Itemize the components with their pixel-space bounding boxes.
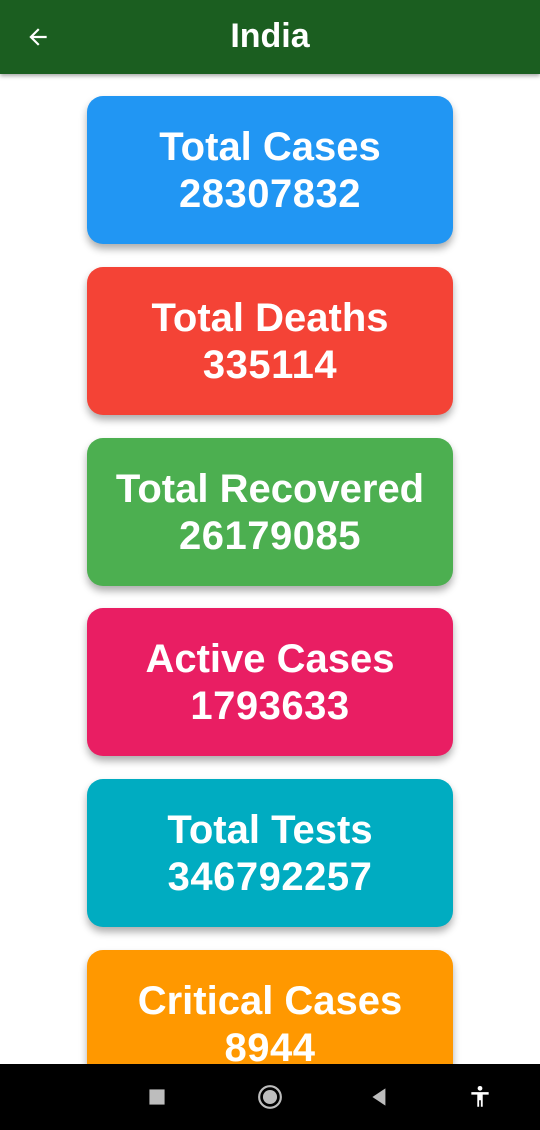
- back-nav-button[interactable]: [360, 1077, 400, 1117]
- stat-value: 26179085: [179, 514, 361, 558]
- stat-label: Total Cases: [159, 125, 381, 169]
- stat-card-total-deaths[interactable]: Total Deaths 335114: [87, 267, 453, 415]
- accessibility-button[interactable]: [460, 1077, 500, 1117]
- home-button[interactable]: [250, 1077, 290, 1117]
- stat-card-total-recovered[interactable]: Total Recovered 26179085: [87, 438, 453, 586]
- stat-label: Critical Cases: [137, 979, 403, 1023]
- back-button[interactable]: [14, 13, 62, 61]
- stat-value: 8944: [224, 1026, 316, 1064]
- stat-card-critical-cases[interactable]: Critical Cases 8944: [87, 950, 453, 1064]
- stat-card-active-cases[interactable]: Active Cases 1793633: [87, 608, 453, 756]
- recents-square-icon: [149, 1089, 165, 1105]
- stat-card-total-tests[interactable]: Total Tests 346792257: [87, 779, 453, 927]
- stat-label: Total Tests: [167, 808, 373, 852]
- page-title: India: [230, 17, 310, 55]
- accessibility-icon: [471, 1085, 489, 1107]
- recents-button[interactable]: [137, 1077, 177, 1117]
- stat-value: 335114: [202, 343, 338, 387]
- back-triangle-icon: [372, 1088, 386, 1106]
- stats-list: Total Cases 28307832 Total Deaths 335114…: [0, 74, 540, 1064]
- stat-label: Active Cases: [145, 637, 395, 681]
- stat-card-total-cases[interactable]: Total Cases 28307832: [87, 96, 453, 244]
- stat-value: 346792257: [167, 855, 373, 899]
- stat-label: Total Recovered: [115, 467, 425, 511]
- stat-value: 1793633: [190, 684, 350, 728]
- arrow-left-icon: [29, 28, 47, 46]
- home-circle-icon: [258, 1085, 282, 1109]
- stat-value: 28307832: [179, 172, 361, 216]
- app-bar: India: [0, 0, 540, 74]
- stat-label: Total Deaths: [151, 296, 389, 340]
- system-nav-bar: [0, 1064, 540, 1130]
